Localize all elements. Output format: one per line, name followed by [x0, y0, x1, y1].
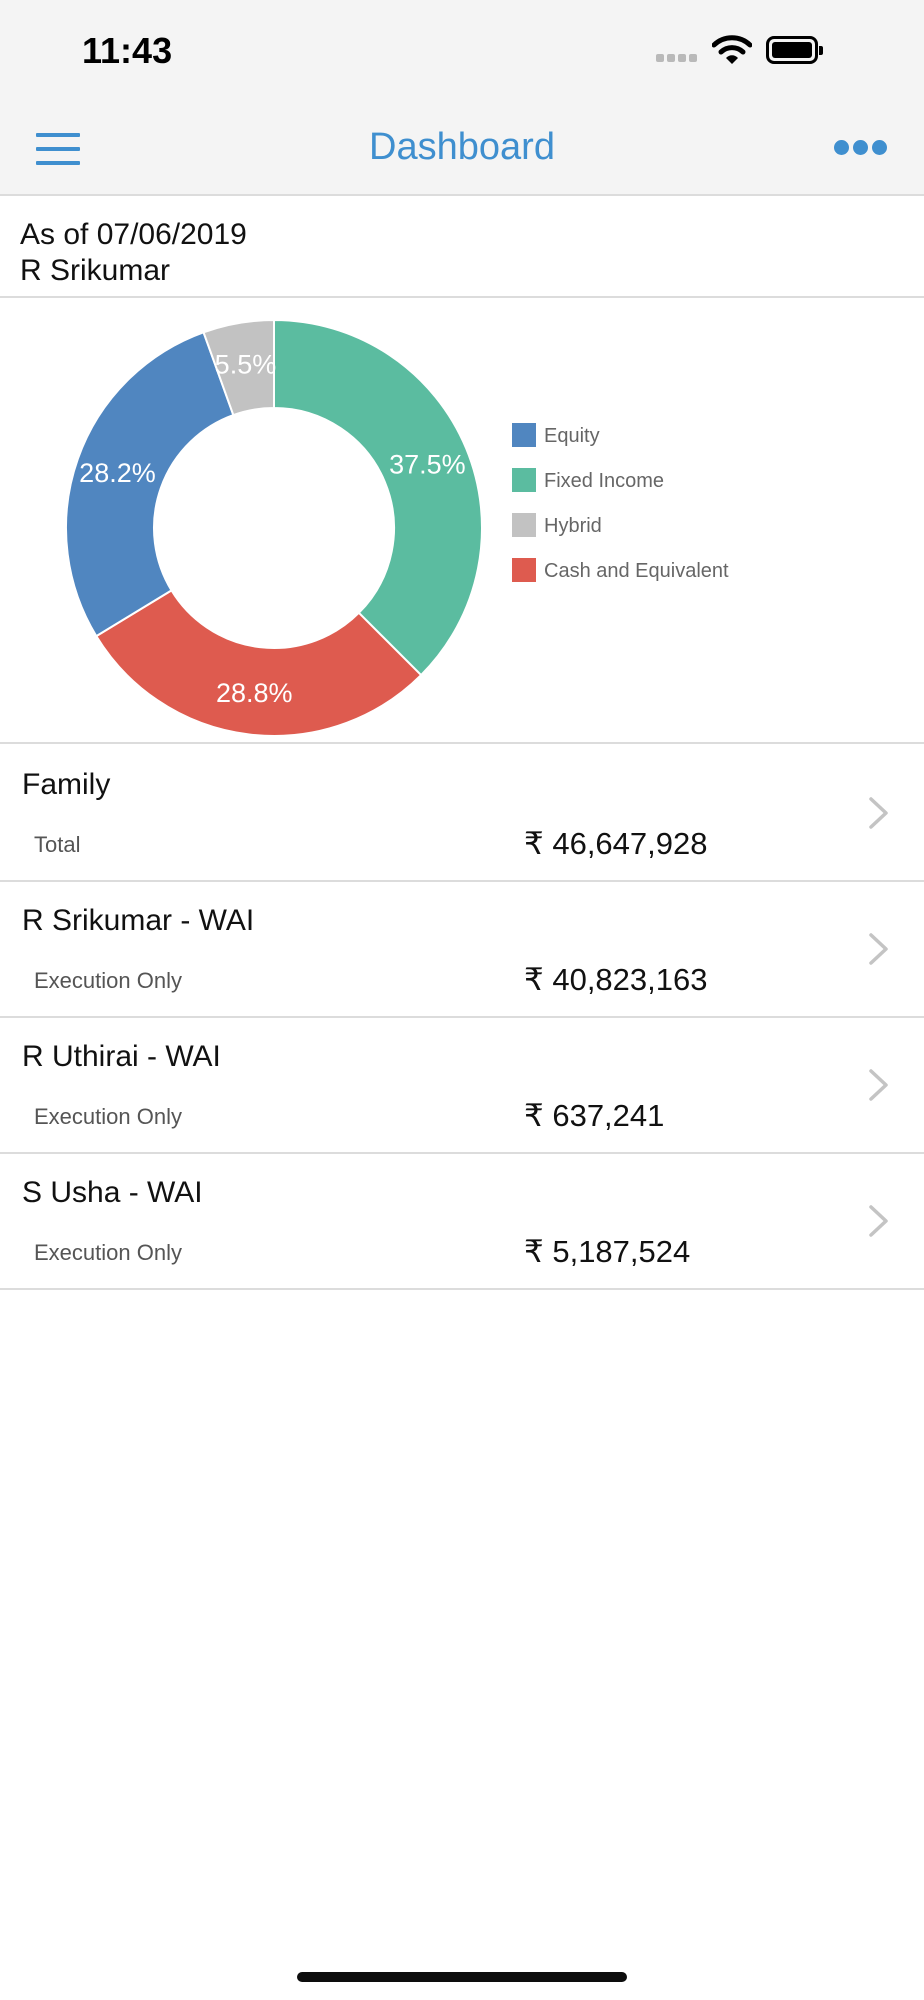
client-name: R Srikumar: [20, 254, 171, 287]
account-value: ₹ 46,647,928: [524, 826, 708, 861]
slice-equity[interactable]: [65, 331, 235, 638]
cellular-signal-icon: [656, 54, 700, 62]
account-name: R Uthirai - WAI: [22, 1040, 221, 1073]
slice-cash-and-equivalent[interactable]: [94, 589, 423, 737]
as-of-date: As of 07/06/2019: [20, 218, 247, 251]
asset-allocation-chart: 37.5% 28.8% 28.2% 5.5% Equity Fixed Income Hyb…: [0, 300, 924, 744]
legend-swatch: [512, 468, 536, 492]
nav-bar: Dashboard: [0, 100, 924, 196]
account-row-s-usha-wai[interactable]: S Usha - WAI Execution Only ₹ 5,187,524: [0, 1154, 924, 1290]
slice-hybrid[interactable]: [202, 318, 275, 417]
account-row-r-srikumar-wai[interactable]: R Srikumar - WAI Execution Only ₹ 40,823…: [0, 882, 924, 1018]
legend-label: Hybrid: [544, 515, 602, 537]
page-title: Dashboard: [369, 126, 555, 168]
wifi-icon: [712, 35, 752, 64]
slice-fixed-income[interactable]: [273, 318, 483, 677]
slice-label-equity: 28.2%: [79, 458, 156, 488]
slice-label-fixed-income: 37.5%: [389, 449, 466, 479]
accounts-list: Family Total ₹ 46,647,928 R Srikumar - W…: [0, 746, 924, 1290]
status-bar: 11:43: [0, 0, 924, 100]
account-row-r-uthirai-wai[interactable]: R Uthirai - WAI Execution Only ₹ 637,241: [0, 1018, 924, 1154]
home-indicator[interactable]: [297, 1972, 627, 1982]
chevron-right-icon: [869, 797, 888, 829]
legend-label: Equity: [544, 425, 600, 447]
legend-item-equity: Equity: [512, 423, 600, 447]
account-value: ₹ 40,823,163: [524, 962, 708, 997]
account-name: Family: [22, 768, 111, 801]
chevron-right-icon: [869, 1069, 888, 1101]
account-type: Total: [34, 832, 81, 857]
account-name: R Srikumar - WAI: [22, 904, 255, 937]
legend-label: Fixed Income: [544, 470, 664, 492]
account-type: Execution Only: [34, 1104, 182, 1129]
hamburger-menu-icon[interactable]: [36, 133, 80, 165]
more-dots-icon[interactable]: [834, 140, 888, 156]
status-time: 11:43: [82, 30, 173, 71]
legend-swatch: [512, 558, 536, 582]
account-row-family[interactable]: Family Total ₹ 46,647,928: [0, 746, 924, 882]
chevron-right-icon: [869, 933, 888, 965]
legend-item-cash-and-equivalent: Cash and Equivalent: [512, 558, 729, 582]
account-name: S Usha - WAI: [22, 1176, 203, 1209]
battery-icon: [766, 36, 823, 64]
legend-label: Cash and Equivalent: [544, 560, 729, 582]
as-of-header: As of 07/06/2019 R Srikumar: [0, 198, 924, 298]
legend-swatch: [512, 513, 536, 537]
slice-label-hybrid: 5.5%: [215, 349, 277, 379]
slice-label-cash-and-equivalent: 28.8%: [216, 678, 293, 708]
account-value: ₹ 5,187,524: [524, 1234, 691, 1269]
legend-item-fixed-income: Fixed Income: [512, 468, 664, 492]
legend-item-hybrid: Hybrid: [512, 513, 602, 537]
account-type: Execution Only: [34, 968, 182, 993]
account-type: Execution Only: [34, 1240, 182, 1265]
donut-chart: 37.5% 28.8% 28.2% 5.5% Equity Fixed Income Hyb…: [65, 318, 729, 737]
chevron-right-icon: [869, 1205, 888, 1237]
legend-swatch: [512, 423, 536, 447]
account-value: ₹ 637,241: [524, 1098, 665, 1133]
status-icons: [656, 34, 876, 66]
